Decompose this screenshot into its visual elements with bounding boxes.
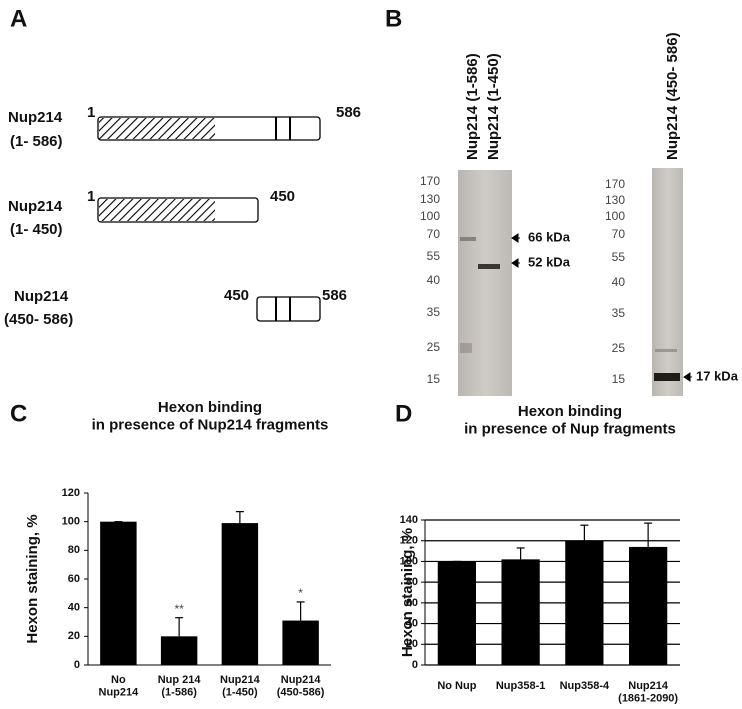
bar (100, 521, 137, 665)
marker-label: 55 (612, 250, 626, 264)
significance-label: * (298, 586, 303, 600)
hatched-domain (99, 118, 215, 139)
gel-image (652, 168, 683, 396)
band-label: 66 kDa (528, 229, 571, 244)
significance-label: ** (174, 602, 184, 616)
marker-label: 25 (612, 341, 626, 355)
chart-title: Hexon binding in presence of Nup214 fragm… (92, 399, 329, 433)
y-tick-label: 140 (400, 514, 418, 526)
construct-start: 450 (224, 287, 249, 304)
bar (282, 620, 319, 665)
bar (437, 561, 476, 665)
marker-label: 70 (612, 227, 626, 241)
hatched-domain (99, 199, 215, 221)
y-tick-label: 80 (406, 576, 418, 588)
x-tick-label: Nup358-4 (560, 680, 610, 692)
gel: Nup214 (450- 586) 17 kDa (652, 32, 739, 396)
panel-label: B (385, 5, 402, 32)
y-tick-label: 0 (74, 659, 80, 671)
y-tick-label: 120 (400, 535, 418, 547)
y-tick-label: 120 (62, 487, 80, 499)
chart-title: Hexon binding in presence of Nup fragment… (464, 403, 676, 437)
y-tick-label: 40 (68, 602, 80, 614)
y-tick-label: 100 (400, 555, 418, 567)
x-tick-label: Nup214 (1-450) (220, 674, 261, 699)
bar (501, 559, 540, 665)
construct-end: 586 (322, 287, 347, 304)
y-tick-label: 80 (68, 544, 80, 556)
marker-label: 15 (612, 372, 626, 386)
gel-image (458, 170, 512, 396)
lane-label: Nup214 (1-450) (485, 53, 502, 160)
lane-label: Nup214 (450- 586) (664, 32, 681, 160)
panel-label: A (10, 5, 27, 32)
construct: Nup214 (450- 586) 450 586 (4, 287, 347, 328)
x-tick-label: Nup 214 (1-586) (158, 674, 202, 699)
y-tick-label: 60 (406, 597, 418, 609)
construct-range: (450- 586) (4, 311, 73, 328)
y-axis-label: Hexon staining, % (24, 514, 41, 643)
construct-range: (1- 586) (10, 133, 63, 150)
construct-name: Nup214 (14, 288, 69, 305)
marker-label: 170 (420, 174, 440, 188)
y-axis-label: Hexon staining, % (399, 528, 416, 657)
marker-label: 100 (605, 209, 625, 223)
construct-start: 1 (87, 188, 95, 205)
marker-label: 130 (420, 192, 440, 206)
marker-label: 35 (612, 306, 626, 320)
construct-end: 450 (270, 188, 295, 205)
y-tick-label: 100 (62, 516, 80, 528)
marker-label: 130 (605, 193, 625, 207)
marker-label: 40 (427, 273, 441, 287)
marker-label: 40 (612, 275, 626, 289)
construct-name: Nup214 (8, 198, 63, 215)
construct-start: 1 (87, 104, 95, 121)
y-tick-label: 60 (68, 573, 80, 585)
x-tick-label: No Nup (437, 680, 476, 692)
construct: Nup214 (1- 586) 1 586 (8, 104, 361, 150)
x-tick-label: No Nup214 (99, 674, 140, 699)
x-tick-label: Nup214 (450-586) (277, 674, 325, 699)
domain-box (256, 296, 321, 322)
y-tick-label: 20 (406, 638, 418, 650)
construct-end: 586 (336, 104, 361, 121)
construct: Nup214 (1- 450) 1 450 (8, 188, 295, 238)
y-tick-label: 0 (412, 659, 418, 671)
marker-label: 25 (427, 340, 441, 354)
lane-label: Nup214 (1-586) (464, 53, 481, 160)
x-tick-label: Nup214 (1861-2090) (618, 680, 678, 705)
gel: Nup214 (1-586) Nup214 (1-450) 66 kDa 52 … (458, 53, 571, 396)
band-label: 52 kDa (528, 254, 571, 269)
y-tick-label: 40 (406, 617, 418, 629)
marker-label: 70 (427, 227, 441, 241)
bar (629, 546, 668, 665)
bar (221, 523, 259, 665)
bar (565, 540, 604, 665)
marker-label: 35 (427, 305, 441, 319)
marker-label: 170 (605, 177, 625, 191)
bar (160, 636, 198, 665)
band-label: 17 kDa (696, 368, 739, 383)
marker-label: 55 (427, 249, 441, 263)
construct-name: Nup214 (8, 109, 63, 126)
panel-label: C (10, 400, 27, 427)
y-tick-label: 20 (68, 630, 80, 642)
construct-range: (1- 450) (10, 221, 63, 238)
marker-label: 100 (420, 209, 440, 223)
marker-label: 15 (427, 372, 441, 386)
panel-label: D (395, 400, 412, 427)
x-tick-label: Nup358-1 (496, 680, 546, 692)
